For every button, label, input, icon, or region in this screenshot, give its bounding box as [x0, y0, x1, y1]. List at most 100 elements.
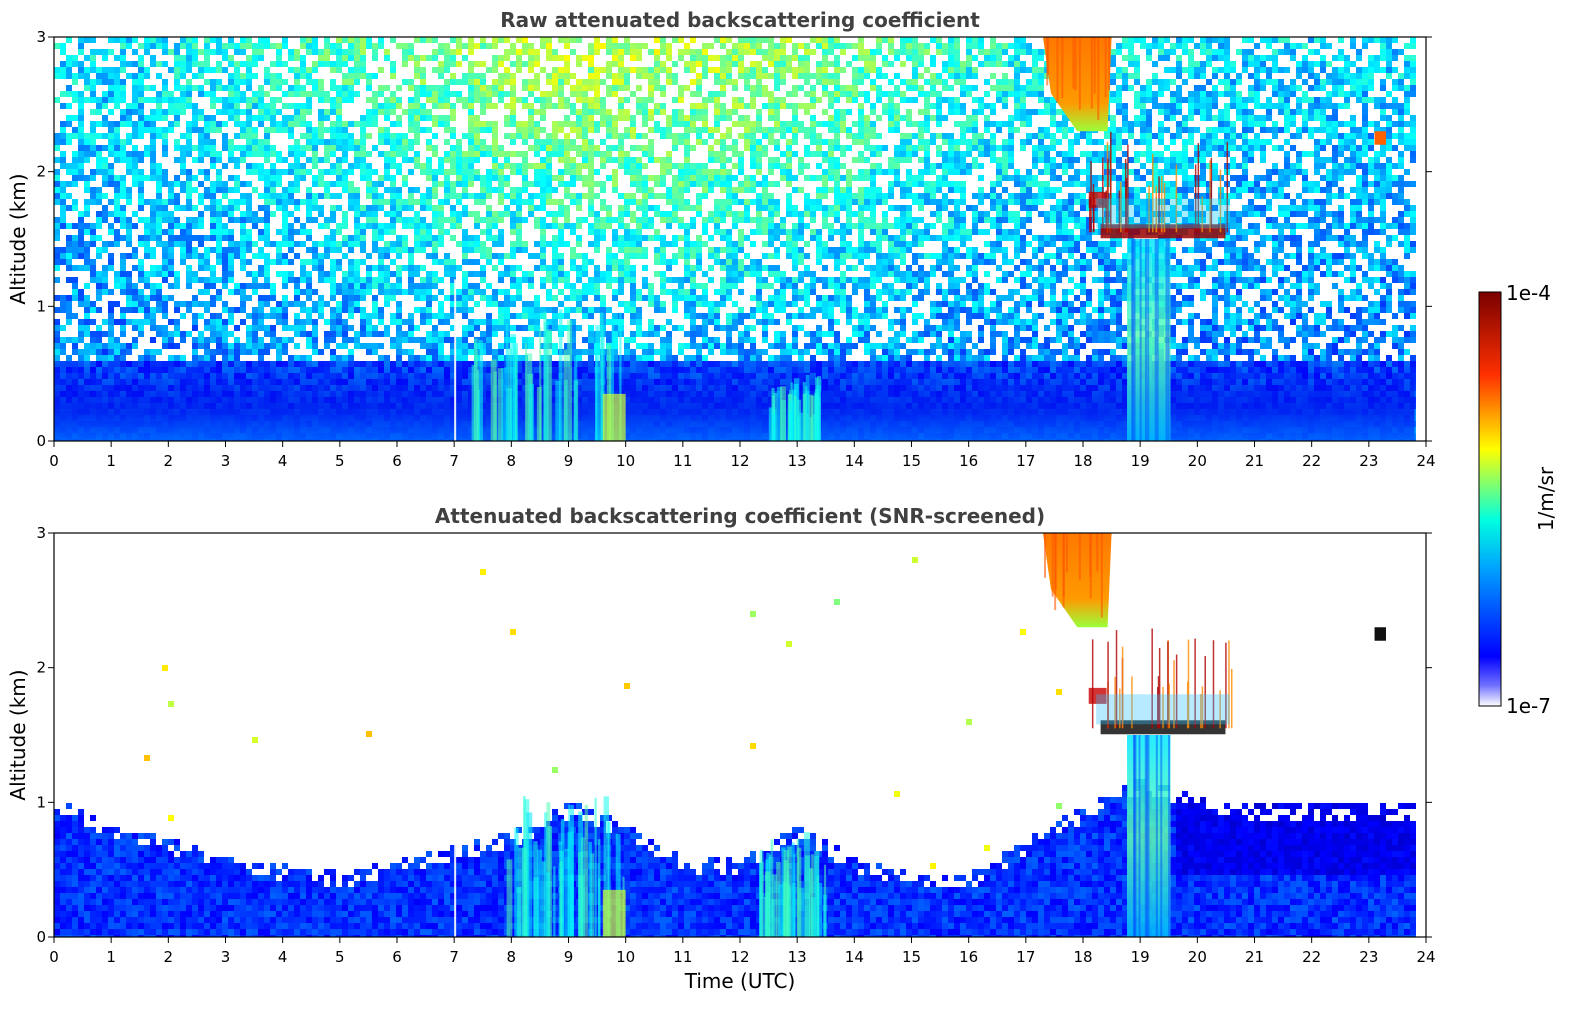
heatmap-cell — [360, 127, 366, 133]
heatmap-cell — [270, 121, 276, 127]
heatmap-cell — [120, 343, 126, 349]
heatmap-cell — [96, 157, 102, 163]
heatmap-cell — [108, 337, 114, 343]
heatmap-cell — [624, 343, 630, 349]
heatmap-cell — [156, 109, 162, 115]
heatmap-cell — [222, 235, 228, 241]
heatmap-cell — [576, 79, 582, 85]
heatmap-cell — [54, 307, 60, 313]
heatmap-cell — [642, 211, 648, 217]
heatmap-cell — [444, 49, 450, 55]
heatmap-cell — [78, 49, 84, 55]
heatmap-cell — [174, 235, 180, 241]
heatmap-cell — [156, 301, 162, 307]
heatmap-cell — [606, 259, 612, 265]
heatmap-cell — [522, 103, 528, 109]
heatmap-cell — [126, 229, 132, 235]
heatmap-cell — [396, 235, 402, 241]
heatmap-cell — [300, 55, 306, 61]
heatmap-cell — [300, 91, 306, 97]
heatmap-cell — [510, 229, 516, 235]
heatmap-cell — [276, 307, 282, 313]
heatmap-cell — [258, 151, 264, 157]
heatmap-cell — [96, 331, 102, 337]
heatmap-cell — [204, 115, 210, 121]
heatmap-cell — [114, 157, 120, 163]
heatmap-cell — [252, 313, 258, 319]
heatmap-cell — [258, 343, 264, 349]
heatmap-cell — [558, 253, 564, 259]
heatmap-cell — [390, 73, 396, 79]
heatmap-cell — [660, 163, 666, 169]
heatmap-cell — [324, 37, 330, 43]
heatmap-cell — [306, 121, 312, 127]
heatmap-cell — [402, 61, 408, 67]
heatmap-cell — [342, 217, 348, 223]
heatmap-cell — [66, 85, 72, 91]
heatmap-cell — [504, 181, 510, 187]
heatmap-cell — [192, 49, 198, 55]
heatmap-cell — [120, 37, 126, 43]
heatmap-cell — [276, 85, 282, 91]
heatmap-cell — [78, 163, 84, 169]
heatmap-cell — [342, 49, 348, 55]
heatmap-cell — [114, 241, 120, 247]
heatmap-cell — [402, 349, 408, 355]
heatmap-cell — [102, 67, 108, 73]
heatmap-cell — [510, 121, 516, 127]
heatmap-cell — [150, 139, 156, 145]
heatmap-cell — [426, 301, 432, 307]
heatmap-cell — [420, 85, 426, 91]
heatmap-cell — [276, 55, 282, 61]
heatmap-cell — [78, 331, 84, 337]
heatmap-cell — [570, 73, 576, 79]
heatmap-cell — [408, 271, 414, 277]
heatmap-cell — [210, 115, 216, 121]
heatmap-cell — [588, 277, 594, 283]
heatmap-cell — [282, 319, 288, 325]
heatmap-cell — [534, 253, 540, 259]
heatmap-cell — [360, 289, 366, 295]
heatmap-cell — [468, 151, 474, 157]
heatmap-cell — [216, 325, 222, 331]
heatmap-cell — [282, 115, 288, 121]
heatmap-cell — [438, 337, 444, 343]
heatmap-cell — [366, 331, 372, 337]
heatmap-cell — [408, 193, 414, 199]
heatmap-cell — [402, 331, 408, 337]
heatmap-cell — [414, 67, 420, 73]
heatmap-cell — [432, 247, 438, 253]
heatmap-cell — [348, 55, 354, 61]
heatmap-cell — [258, 139, 264, 145]
heatmap-cell — [612, 349, 618, 355]
heatmap-cell — [378, 199, 384, 205]
heatmap-cell — [312, 79, 318, 85]
heatmap-cell — [60, 259, 66, 265]
heatmap-cell — [246, 37, 252, 43]
heatmap-cell — [612, 121, 618, 127]
heatmap-cell — [648, 301, 654, 307]
heatmap-cell — [120, 271, 126, 277]
heatmap-cell — [600, 151, 606, 157]
heatmap-cell — [492, 211, 498, 217]
heatmap-cell — [246, 67, 252, 73]
heatmap-cell — [654, 325, 660, 331]
heatmap-cell — [72, 127, 78, 133]
heatmap-cell — [354, 157, 360, 163]
heatmap-cell — [528, 277, 534, 283]
heatmap-cell — [498, 289, 504, 295]
heatmap-cell — [468, 295, 474, 301]
heatmap-cell — [396, 217, 402, 223]
heatmap-cell — [348, 181, 354, 187]
heatmap-cell — [330, 217, 336, 223]
heatmap-cell — [252, 331, 258, 337]
heatmap-cell — [642, 205, 648, 211]
heatmap-cell — [282, 157, 288, 163]
heatmap-cell — [300, 121, 306, 127]
heatmap-cell — [210, 193, 216, 199]
heatmap-cell — [510, 295, 516, 301]
heatmap-cell — [84, 283, 90, 289]
heatmap-cell — [150, 175, 156, 181]
panel-raw: Raw attenuated backscattering coefficien… — [6, 8, 1436, 470]
heatmap-cell — [180, 235, 186, 241]
